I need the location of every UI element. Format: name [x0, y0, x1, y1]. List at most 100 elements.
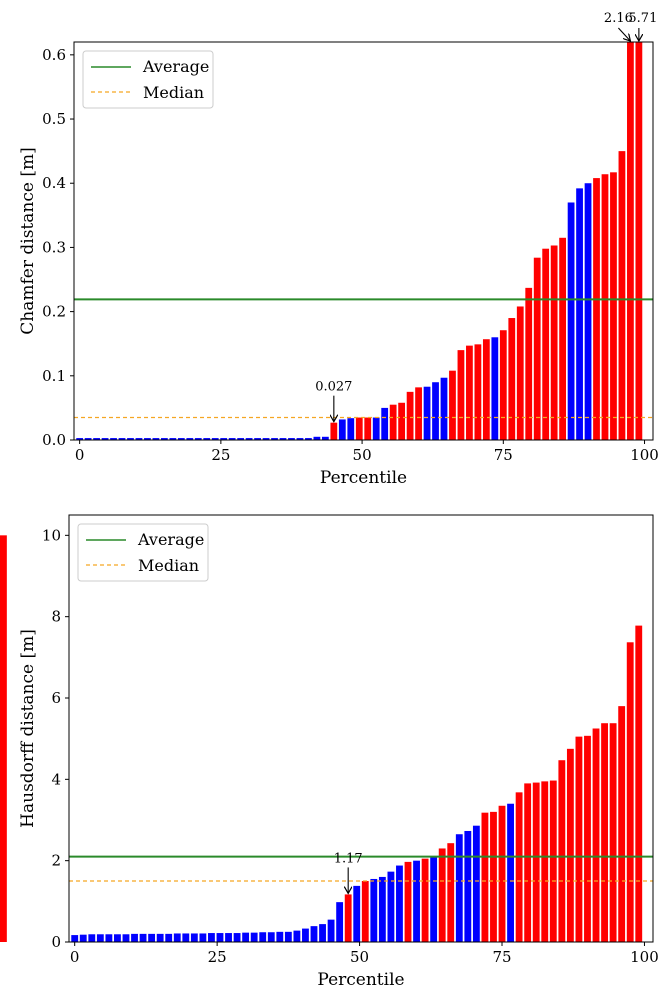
chamfer-bar-35	[372, 417, 380, 440]
hausdorff-bar-56	[549, 780, 557, 942]
chamfer-legend-median-label: Median	[143, 83, 204, 102]
chamfer-bar-9	[152, 438, 160, 440]
hausdorff-bar-39	[404, 861, 412, 942]
hausdorff-bar-18	[225, 933, 232, 942]
hausdorff-bar-30	[327, 919, 335, 942]
chamfer-bar-37	[389, 404, 397, 440]
chamfer-bar-51	[508, 318, 516, 440]
hausdorff-bar-11	[165, 933, 173, 942]
hausdorff-bar-6	[122, 934, 130, 942]
chamfer-bar-32	[347, 418, 355, 440]
hausdorff-bar-54	[532, 782, 540, 942]
hausdorff-bar-9	[148, 933, 156, 942]
hausdorff-bar-58	[566, 748, 574, 942]
hausdorff-bar-65	[626, 642, 634, 942]
chamfer-x-tick-label-50: 50	[353, 446, 372, 464]
hausdorff-bar-34	[361, 881, 369, 942]
hausdorff-legend-box	[77, 523, 209, 582]
hausdorff-legend-average-label: Average	[137, 530, 204, 549]
hausdorff-bar-29	[319, 924, 326, 942]
chamfer-y-tick-label-0: 0.0	[42, 431, 66, 449]
hausdorff-y-tick-label-4: 8	[51, 608, 61, 626]
chamfer-bar-52	[516, 306, 524, 440]
chamfer-bar-64	[618, 151, 626, 440]
hausdorff-bar-48	[481, 812, 489, 942]
chamfer-bar-22	[262, 438, 270, 440]
hausdorff-bar-23	[267, 932, 275, 942]
hausdorff-bar-25	[284, 931, 292, 942]
hausdorff-bar-10	[156, 933, 164, 942]
hausdorff-x-tick-label-0: 0	[70, 948, 80, 966]
chamfer-bar-16	[211, 438, 219, 440]
hausdorff-plot-frame	[68, 514, 654, 943]
hausdorff-bar-4	[105, 934, 113, 942]
chamfer-bar-36	[381, 407, 389, 440]
chamfer-bar-61	[593, 178, 600, 440]
chamfer-y-tick-label-6: 0.6	[42, 46, 66, 64]
chamfer-bar-44	[449, 370, 456, 440]
chamfer-legend-box	[82, 50, 214, 109]
hausdorff-y-tick-label-0: 0	[51, 933, 61, 951]
chamfer-annotation-label-2: 5.71	[628, 11, 657, 26]
chamfer-bar-34	[364, 417, 372, 440]
chamfer-reference-lines	[74, 298, 653, 419]
chamfer-bar-41	[423, 386, 431, 440]
chamfer-bar-1	[84, 438, 92, 440]
chamfer-bar-23	[271, 438, 278, 440]
chamfer-bar-7	[135, 438, 143, 440]
chamfer-bar-0	[76, 438, 84, 440]
hausdorff-bar-5	[114, 934, 121, 942]
chamfer-x-tick-label-100: 100	[630, 446, 659, 464]
chamfer-bar-57	[559, 237, 567, 440]
hausdorff-bar-12	[173, 933, 181, 942]
hausdorff-bar-42	[430, 856, 438, 942]
chamfer-bar-26	[296, 438, 304, 440]
hausdorff-bar-60	[584, 735, 591, 942]
hausdorff-x-tick-label-25: 25	[208, 948, 227, 966]
hausdorff-x-ticks: 0 25 50 75 100	[70, 942, 659, 966]
hausdorff-bar-55	[541, 781, 549, 942]
chamfer-annotation-label-0: 0.027	[315, 380, 352, 395]
hausdorff-bar-59	[575, 736, 583, 942]
chamfer-bar-6	[127, 438, 134, 440]
hausdorff-bar-43	[438, 848, 446, 942]
chamfer-bar-38	[398, 402, 406, 440]
chamfer-x-tick-label-75: 75	[494, 446, 513, 464]
hausdorff-bar-32	[344, 894, 352, 942]
chamfer-y-tick-label-1: 0.1	[42, 367, 66, 385]
chamfer-bar-45	[457, 350, 465, 440]
hausdorff-legend: Average Median	[77, 523, 209, 582]
hausdorff-bar-8	[139, 933, 147, 942]
chamfer-x-tick-label-25: 25	[211, 446, 230, 464]
hausdorff-bar-16	[208, 933, 215, 942]
hausdorff-bar-51	[507, 803, 514, 942]
chamfer-bar-21	[254, 438, 261, 440]
hausdorff-bar-33	[353, 885, 361, 942]
chamfer-bar-47	[474, 344, 482, 440]
hausdorff-annotations: 1.17	[334, 851, 363, 893]
hausdorff-bar-14	[190, 933, 198, 942]
hausdorff-bar-46	[464, 830, 472, 942]
hausdorff-bar-27	[302, 928, 309, 942]
chamfer-bar-28	[313, 436, 321, 440]
hausdorff-bar-63	[609, 723, 617, 942]
hausdorff-bar-41	[421, 858, 429, 942]
hausdorff-bar-50	[498, 805, 506, 942]
chamfer-bar-63	[610, 172, 617, 440]
chamfer-annotations: 0.027 2.165.71	[315, 11, 657, 422]
chamfer-bar-25	[288, 438, 295, 440]
chamfer-bar-13	[186, 438, 194, 440]
chamfer-bar-48	[482, 339, 490, 440]
hausdorff-bar-17	[216, 933, 224, 942]
hausdorff-bar-37	[387, 871, 395, 942]
hausdorff-y-tick-label-2: 4	[51, 770, 61, 788]
hausdorff-y-tick-label-3: 6	[51, 689, 61, 707]
hausdorff-bar-13	[182, 933, 190, 942]
hausdorff-bar-38	[396, 865, 403, 942]
hausdorff-x-tick-label-50: 50	[350, 948, 369, 966]
hausdorff-y-axis-label: Hausdorff distance [m]	[18, 629, 38, 828]
hausdorff-x-tick-label-75: 75	[492, 948, 511, 966]
chamfer-bar-53	[525, 287, 533, 440]
hausdorff-distance-chart: 0 25 50 75 100 0 2 4 6 8 10 Percentile Hausdorff …	[0, 514, 659, 989]
